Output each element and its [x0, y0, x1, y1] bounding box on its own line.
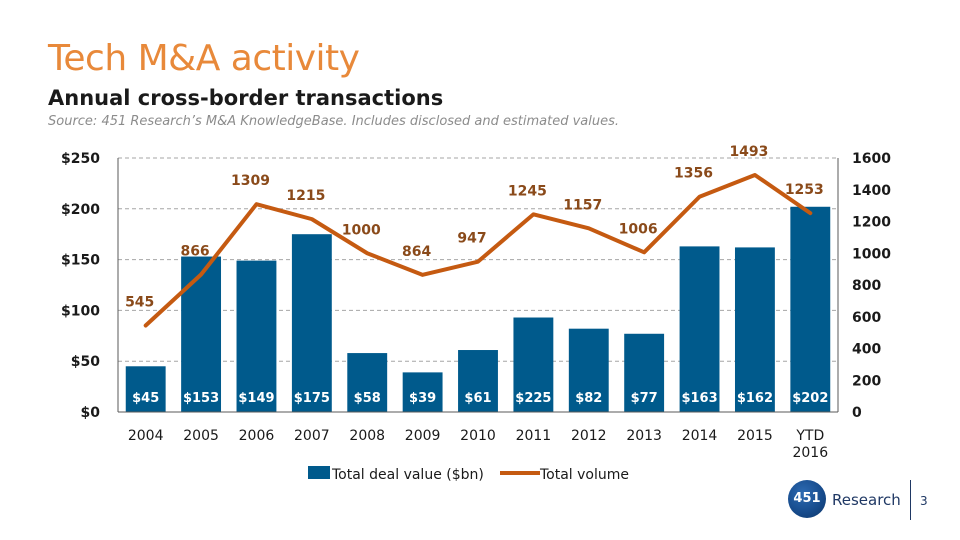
bar-data-label: $82: [575, 391, 602, 406]
y-left-tick-label: $50: [71, 354, 100, 370]
x-tick-label: 2015: [737, 428, 773, 444]
bar-data-label: $163: [681, 391, 717, 406]
volume-line: [143, 172, 813, 328]
bar-data-label: $61: [464, 391, 491, 406]
y-right-tick-label: 1000: [852, 246, 891, 262]
line-data-label: 1356: [674, 166, 713, 182]
x-tick-label: 2007: [294, 428, 330, 444]
y-left-tick-label: $250: [61, 151, 100, 167]
bar-data-label: $77: [631, 391, 658, 406]
y-left-tick-label: $0: [81, 405, 101, 421]
x-tick-label: 2013: [626, 428, 662, 444]
bar: [181, 256, 222, 412]
line-data-label: 1006: [619, 221, 658, 237]
y-right-tick-label: 1600: [852, 151, 891, 167]
line-data-label: 864: [402, 244, 431, 260]
y-right-tick-label: 600: [852, 310, 881, 326]
page-title: Tech M&A activity: [48, 38, 360, 79]
legend-label-line: Total volume: [539, 467, 629, 483]
bar-data-label: $162: [737, 391, 773, 406]
bar-data-label: $202: [792, 391, 828, 406]
bar: [458, 350, 498, 412]
x-tick-label: 2011: [516, 428, 552, 444]
line-data-label: 1309: [231, 173, 270, 189]
line-data-label: 1493: [729, 144, 768, 160]
x-tick-label: YTD 2016: [792, 428, 828, 461]
bar-data-label: $149: [238, 391, 274, 406]
x-tick-label: 2006: [239, 428, 275, 444]
y-right-tick-label: 1200: [852, 215, 891, 231]
source-note: Source: 451 Research’s M&A KnowledgeBase…: [48, 114, 620, 129]
line-data-label: 1157: [563, 197, 602, 213]
x-tick-label: 2004: [128, 428, 164, 444]
x-tick-label: 2014: [682, 428, 718, 444]
legend-label-bar: Total deal value ($bn): [331, 467, 484, 483]
y-left-tick-label: $100: [61, 303, 100, 319]
bar-data-label: $153: [183, 391, 219, 406]
logo-text: Research: [832, 491, 901, 509]
footer-divider: [910, 480, 911, 520]
chart-subtitle: Annual cross-border transactions: [48, 86, 444, 110]
bar: [291, 234, 332, 412]
x-tick-label: 2009: [405, 428, 441, 444]
bar-data-label: $39: [409, 391, 436, 406]
bar: [402, 372, 443, 412]
y-right-tick-label: 400: [852, 342, 881, 358]
bar-data-label: $45: [132, 391, 159, 406]
x-tick-label: 2005: [183, 428, 219, 444]
y-left-tick-label: $150: [61, 253, 100, 269]
y-right-tick-label: 0: [852, 405, 862, 421]
x-tick-label: 2012: [571, 428, 607, 444]
line-data-label: 947: [457, 231, 486, 247]
line-data-label: 1253: [785, 182, 824, 198]
bar: [347, 353, 388, 412]
line-data-label: 1000: [342, 222, 381, 238]
bar: [125, 366, 166, 412]
bar-data-label: $225: [515, 391, 551, 406]
y-right-tick-label: 200: [852, 373, 881, 389]
y-right-tick-label: 800: [852, 278, 881, 294]
bar-data-label: $58: [354, 391, 381, 406]
x-tick-label: 2008: [349, 428, 385, 444]
legend-swatch-bar: [308, 466, 330, 479]
logo-451-icon: 451: [788, 480, 826, 518]
bar-data-label: $175: [294, 391, 330, 406]
y-right-tick-label: 1400: [852, 183, 891, 199]
line-data-label: 545: [125, 294, 154, 310]
bar: [568, 328, 609, 412]
bar: [624, 333, 665, 412]
x-tick-label: 2010: [460, 428, 496, 444]
bar: [513, 317, 554, 412]
page-number: 3: [920, 494, 928, 508]
y-left-tick-label: $200: [61, 202, 100, 218]
bar: [790, 206, 831, 412]
bar: [236, 260, 277, 412]
line-data-label: 1215: [286, 188, 325, 204]
line-data-label: 1245: [508, 183, 547, 199]
bar: [679, 246, 720, 412]
bar: [734, 247, 775, 412]
line-data-label: 866: [180, 244, 209, 260]
